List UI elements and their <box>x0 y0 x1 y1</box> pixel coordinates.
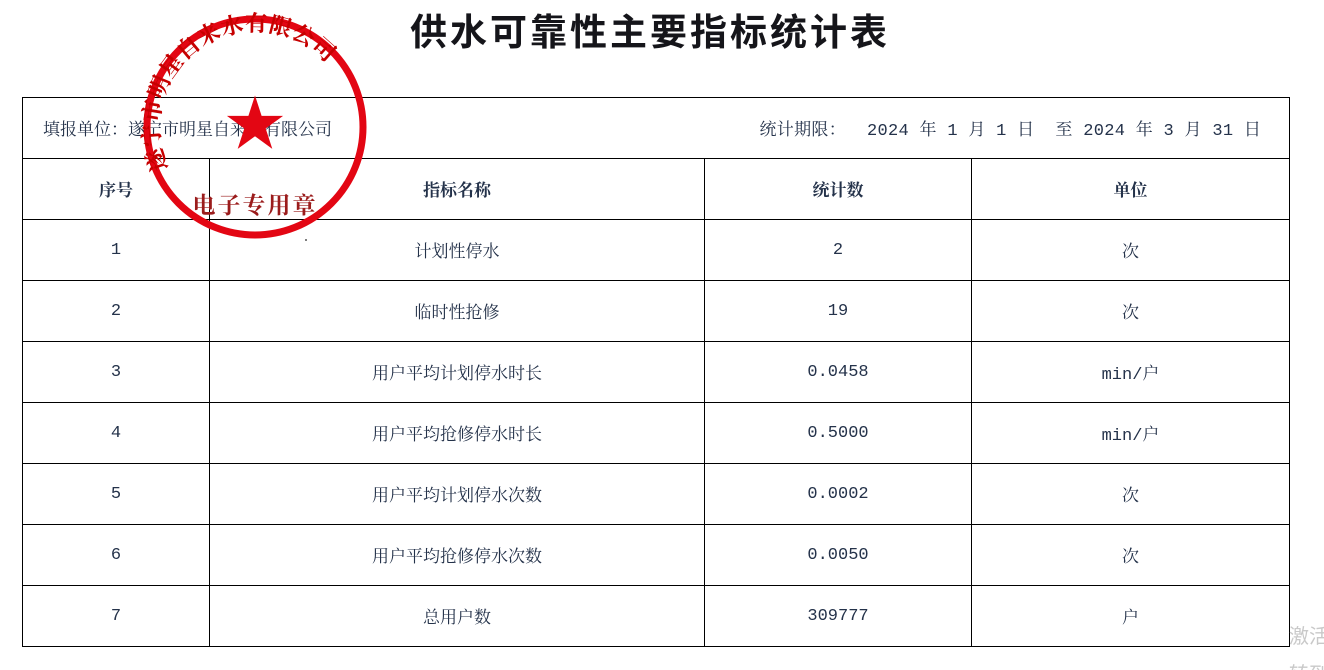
svg-text:电子专用章: 电子专用章 <box>193 187 318 220</box>
svg-text:遂宁市明星自来水有限公司: 遂宁市明星自来水有限公司 <box>133 6 344 176</box>
